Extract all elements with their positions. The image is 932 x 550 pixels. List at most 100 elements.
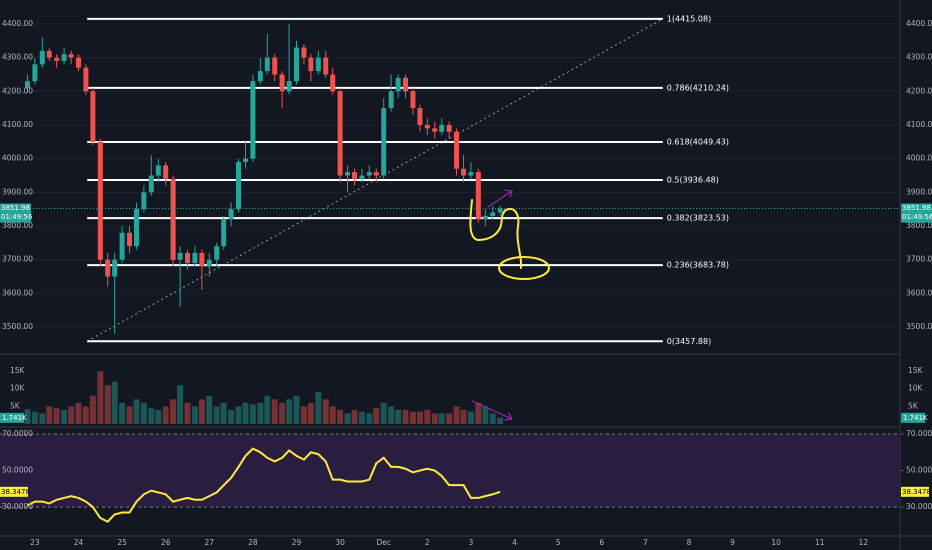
candle-body: [482, 215, 488, 220]
y-tick-label: 3600.00: [2, 288, 33, 297]
volume-bar: [307, 402, 314, 424]
candle-body: [417, 108, 423, 125]
hand-drawn-path: [469, 199, 522, 269]
candle-body: [410, 91, 416, 109]
volume-bar: [438, 413, 445, 424]
volume-bar: [388, 406, 395, 424]
x-tick-label: 8: [687, 538, 692, 547]
rsi-tick-label: 30.0000: [906, 502, 932, 511]
volume-bar: [213, 406, 220, 424]
x-tick-label: 6: [599, 538, 604, 547]
grid: [0, 23, 900, 328]
candle-body: [185, 252, 190, 264]
y-tick-label: 3700.00: [2, 255, 33, 264]
candle-body: [301, 47, 307, 58]
candle-body: [170, 178, 176, 260]
countdown-label: 01:49:56: [1, 213, 33, 221]
candle-body: [206, 259, 212, 267]
rsi-band: [0, 433, 900, 508]
x-tick-label: 9: [730, 538, 735, 547]
volume-bar: [198, 399, 205, 424]
x-tick-label: 5: [556, 538, 561, 547]
candle-body: [75, 57, 81, 68]
candle-body: [133, 209, 139, 247]
volume-bar: [39, 413, 46, 424]
rsi-tick-label: 70.0000: [906, 429, 932, 438]
x-tick-label: 10: [771, 538, 781, 547]
x-tick-label: 12: [859, 538, 869, 547]
volume-bar: [279, 402, 286, 424]
volume-bar: [446, 413, 453, 424]
candle-body: [257, 71, 263, 82]
volume-bar: [489, 413, 496, 424]
volume-bar: [431, 413, 438, 424]
volume-bar: [235, 406, 242, 424]
x-tick-label: 23: [30, 538, 40, 547]
y-tick-label: 4000.00: [2, 154, 33, 163]
candle-body: [61, 54, 67, 61]
rsi-band-fill: [0, 434, 900, 508]
x-tick-label: 26: [161, 538, 171, 547]
y-tick-label: 4000.00: [906, 154, 932, 163]
volume-bar: [293, 395, 300, 424]
annotations: [469, 189, 550, 421]
candle-body: [127, 232, 133, 247]
x-tick-label: Dec: [376, 538, 391, 547]
y-tick-label: 4300.00: [906, 53, 932, 62]
volume-bar: [373, 408, 380, 424]
y-tick-label: 4100.00: [2, 120, 33, 129]
candle-body: [119, 232, 125, 260]
candle-body: [308, 57, 314, 72]
volume-bar: [177, 385, 184, 424]
y-tick-label: 4400.00: [2, 19, 33, 28]
candle-body: [279, 74, 285, 92]
volume-bar: [184, 402, 191, 424]
rsi-tag-label: 38.3478: [1, 488, 30, 496]
volume-tag: [901, 412, 925, 423]
volume-bar: [264, 395, 271, 424]
volume-tick-label: 15K: [10, 366, 26, 375]
candle-body: [432, 128, 438, 132]
y-tick-label: 3700.00: [906, 255, 932, 264]
fib-label: 0.618(4049.43): [667, 138, 729, 147]
candle-body: [497, 208, 503, 213]
volume-bar: [424, 409, 431, 424]
x-tick-label: 27: [205, 538, 215, 547]
candle-body: [395, 77, 401, 92]
volume-bar: [453, 406, 460, 424]
x-tick-label: 28: [248, 538, 258, 547]
volume-bar: [467, 411, 474, 424]
x-tick-label: 7: [643, 538, 648, 547]
countdown-label: 01:49:56: [902, 213, 932, 221]
candle-body: [105, 259, 111, 277]
y-tick-label: 3900.00: [2, 187, 33, 196]
candle-body: [163, 165, 169, 179]
volume-bar: [460, 409, 467, 424]
candle-body: [439, 124, 445, 132]
volume-bar: [416, 411, 423, 424]
candle-body: [141, 192, 147, 210]
candle-body: [424, 124, 430, 129]
volume-bar: [24, 409, 31, 424]
candle-body: [446, 124, 452, 132]
rsi-tag: [0, 486, 28, 497]
volume-bar: [140, 402, 147, 424]
volume-bar: [358, 411, 365, 424]
volume-bar: [409, 411, 416, 424]
volume-bar: [162, 406, 169, 424]
volume-bar: [351, 409, 358, 424]
candle-body: [345, 172, 351, 176]
volume-bar: [329, 406, 336, 424]
volume-bar: [315, 392, 322, 424]
candle-body: [228, 209, 234, 220]
candle-body: [68, 54, 74, 58]
volume-bar: [344, 413, 351, 424]
fib-label: 0.5(3936.48): [667, 176, 719, 185]
fib-label: 1(4415.08): [667, 14, 711, 23]
volume-bar: [104, 385, 111, 424]
candle-body: [373, 172, 379, 176]
volume-bar: [53, 408, 60, 424]
volume-bar: [286, 399, 293, 424]
candle-body: [242, 158, 248, 163]
candle-body: [83, 67, 89, 92]
